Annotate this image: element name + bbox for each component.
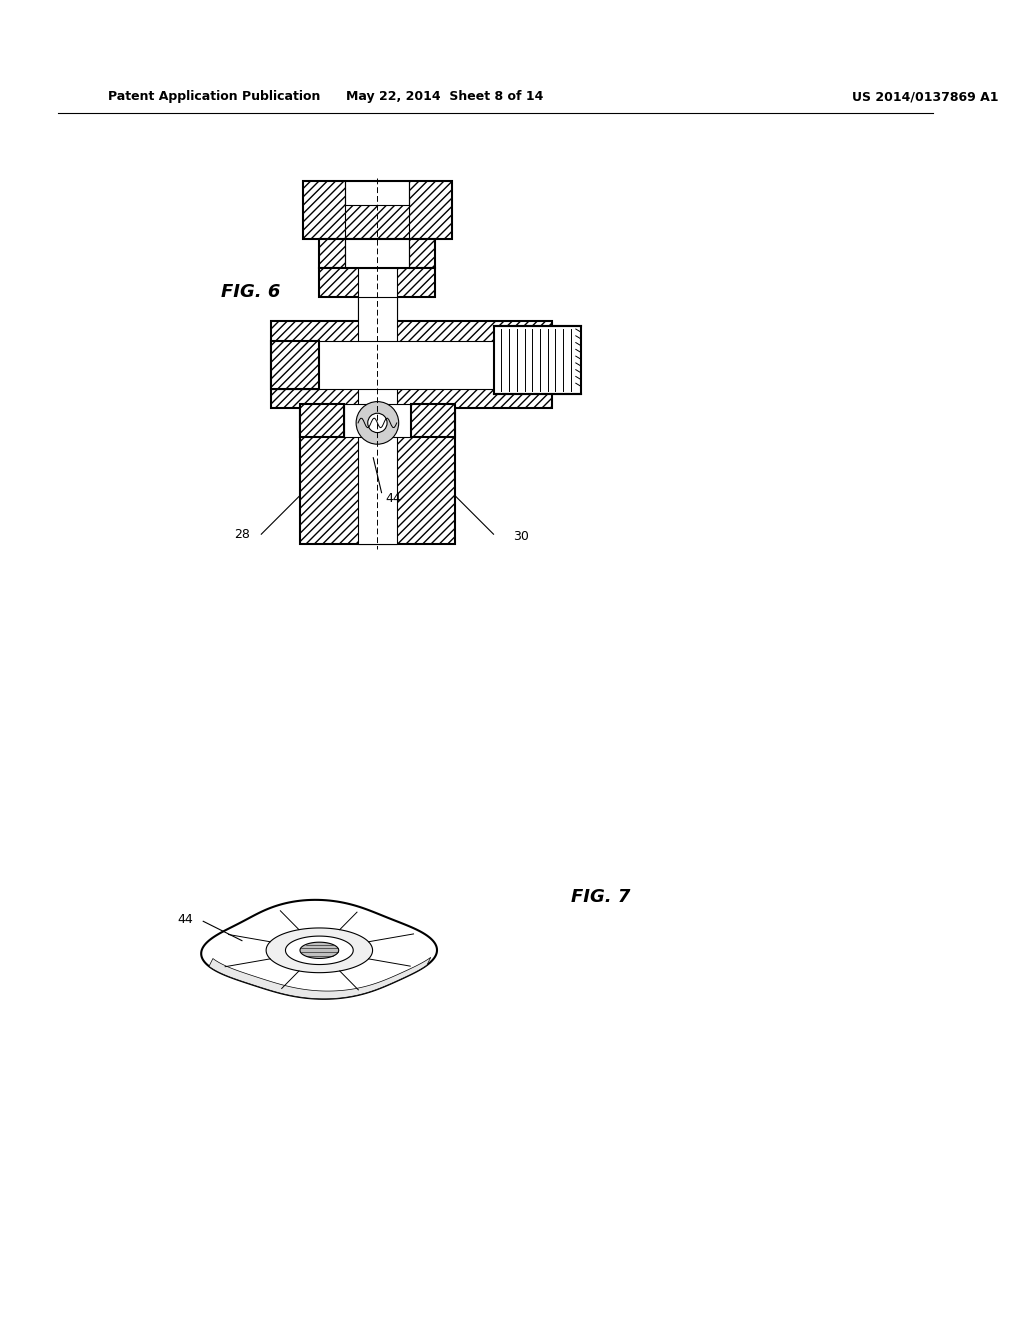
Polygon shape: [319, 268, 435, 297]
Polygon shape: [201, 900, 437, 999]
Polygon shape: [494, 326, 581, 393]
Text: Patent Application Publication: Patent Application Publication: [109, 90, 321, 103]
Text: FIG. 6: FIG. 6: [220, 284, 280, 301]
Polygon shape: [300, 408, 455, 544]
Polygon shape: [271, 341, 319, 389]
Polygon shape: [345, 181, 410, 205]
Polygon shape: [300, 404, 343, 437]
Polygon shape: [303, 181, 452, 239]
Text: 44: 44: [178, 913, 194, 925]
Polygon shape: [358, 297, 396, 408]
Text: FIG. 7: FIG. 7: [571, 888, 631, 906]
Polygon shape: [300, 942, 339, 958]
Polygon shape: [209, 957, 431, 999]
Text: 44: 44: [385, 492, 401, 504]
Polygon shape: [412, 404, 455, 437]
Text: US 2014/0137869 A1: US 2014/0137869 A1: [852, 90, 998, 103]
Text: May 22, 2014  Sheet 8 of 14: May 22, 2014 Sheet 8 of 14: [346, 90, 544, 103]
Polygon shape: [345, 239, 410, 268]
Polygon shape: [358, 408, 396, 544]
Polygon shape: [271, 341, 552, 389]
Polygon shape: [271, 321, 552, 408]
Polygon shape: [266, 928, 373, 973]
Polygon shape: [358, 268, 396, 321]
Polygon shape: [343, 404, 412, 437]
Circle shape: [356, 401, 398, 445]
Text: 28: 28: [233, 528, 250, 541]
Polygon shape: [286, 936, 353, 965]
Circle shape: [368, 413, 387, 433]
Text: 30: 30: [513, 529, 528, 543]
Polygon shape: [319, 239, 435, 268]
